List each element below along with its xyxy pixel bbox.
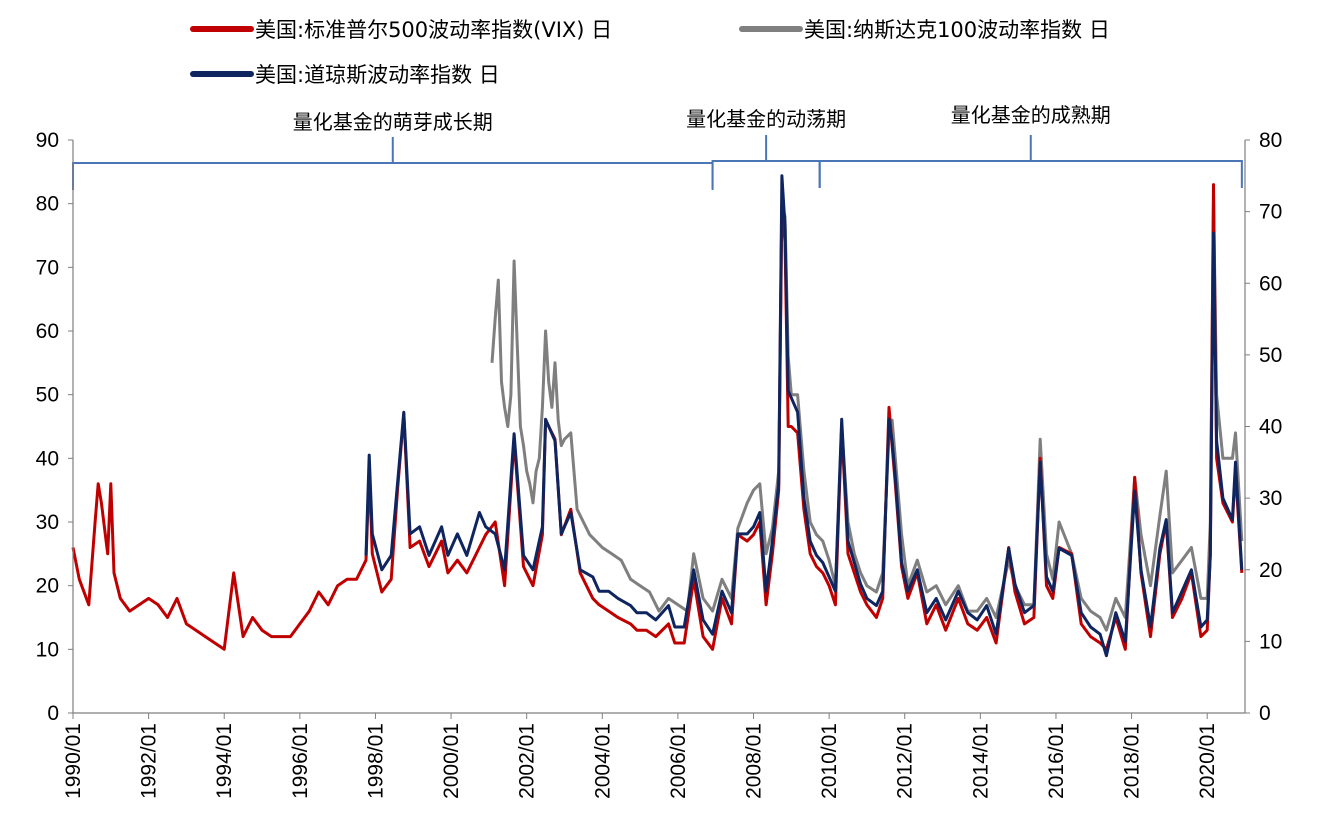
right-tick-label: 0 <box>1259 702 1271 725</box>
period-label: 量化基金的成熟期 <box>951 103 1111 127</box>
legend-label: 美国:标准普尔500波动率指数(VIX) 日 <box>255 18 612 42</box>
right-tick-label: 70 <box>1259 201 1282 224</box>
right-tick-label: 60 <box>1259 272 1282 295</box>
period-label: 量化基金的动荡期 <box>686 107 846 131</box>
period-bracket <box>72 137 714 190</box>
right-tick-label: 40 <box>1259 416 1282 439</box>
left-tick-label: 20 <box>36 575 59 598</box>
x-tick-label: 2016/01 <box>1045 723 1068 799</box>
left-tick-label: 50 <box>36 384 59 407</box>
x-tick-label: 1994/01 <box>213 723 236 799</box>
x-tick-label: 1990/01 <box>62 723 85 799</box>
x-tick-label: 2014/01 <box>969 723 992 799</box>
x-tick-label: 2000/01 <box>440 723 463 799</box>
right-tick-label: 80 <box>1259 129 1282 152</box>
left-tick-label: 10 <box>36 638 59 661</box>
x-tick-label: 2020/01 <box>1196 723 1219 799</box>
right-tick-label: 20 <box>1259 559 1282 582</box>
left-tick-label: 0 <box>47 702 59 725</box>
period-annotations: 量化基金的萌芽成长期 量化基金的动荡期 量化基金的成熟期 <box>72 103 1243 190</box>
x-tick-label: 2006/01 <box>667 723 690 799</box>
period-label: 量化基金的萌芽成长期 <box>293 110 493 134</box>
period-bracket <box>711 135 821 188</box>
right-tick-label: 10 <box>1259 630 1282 653</box>
series-line-1 <box>71 183 1244 651</box>
series-line-2 <box>364 174 1244 658</box>
series-layer <box>71 174 1244 658</box>
x-tick-label: 2002/01 <box>516 723 539 799</box>
x-tick-label: 1996/01 <box>289 723 312 799</box>
period-bracket <box>818 135 1243 188</box>
x-tick-label: 1992/01 <box>138 723 161 799</box>
x-tick-label: 2004/01 <box>591 723 614 799</box>
x-tick-label: 2018/01 <box>1121 723 1144 799</box>
right-tick-label: 50 <box>1259 344 1282 367</box>
legend-label: 美国:纳斯达克100波动率指数 日 <box>804 18 1110 42</box>
left-tick-label: 70 <box>36 256 59 279</box>
legend: 美国:标准普尔500波动率指数(VIX) 日 美国:纳斯达克100波动率指数 日美… <box>190 18 1110 87</box>
right-tick-label: 30 <box>1259 487 1282 510</box>
x-tick-label: 2010/01 <box>818 723 841 799</box>
x-tick-label: 2008/01 <box>743 723 766 799</box>
left-tick-label: 40 <box>36 447 59 470</box>
left-tick-label: 30 <box>36 511 59 534</box>
left-tick-label: 90 <box>36 129 59 152</box>
axes: 0 10 20 30 40 50 60 70 80 90 0 10 20 30 40 50 60 70 80 1990… <box>36 129 1283 799</box>
series-line-0 <box>490 195 1244 632</box>
x-tick-label: 1998/01 <box>364 723 387 799</box>
left-tick-label: 60 <box>36 320 59 343</box>
legend-label: 美国:道琼斯波动率指数 日 <box>255 63 500 87</box>
x-tick-label: 2012/01 <box>894 723 917 799</box>
left-tick-label: 80 <box>36 193 59 216</box>
